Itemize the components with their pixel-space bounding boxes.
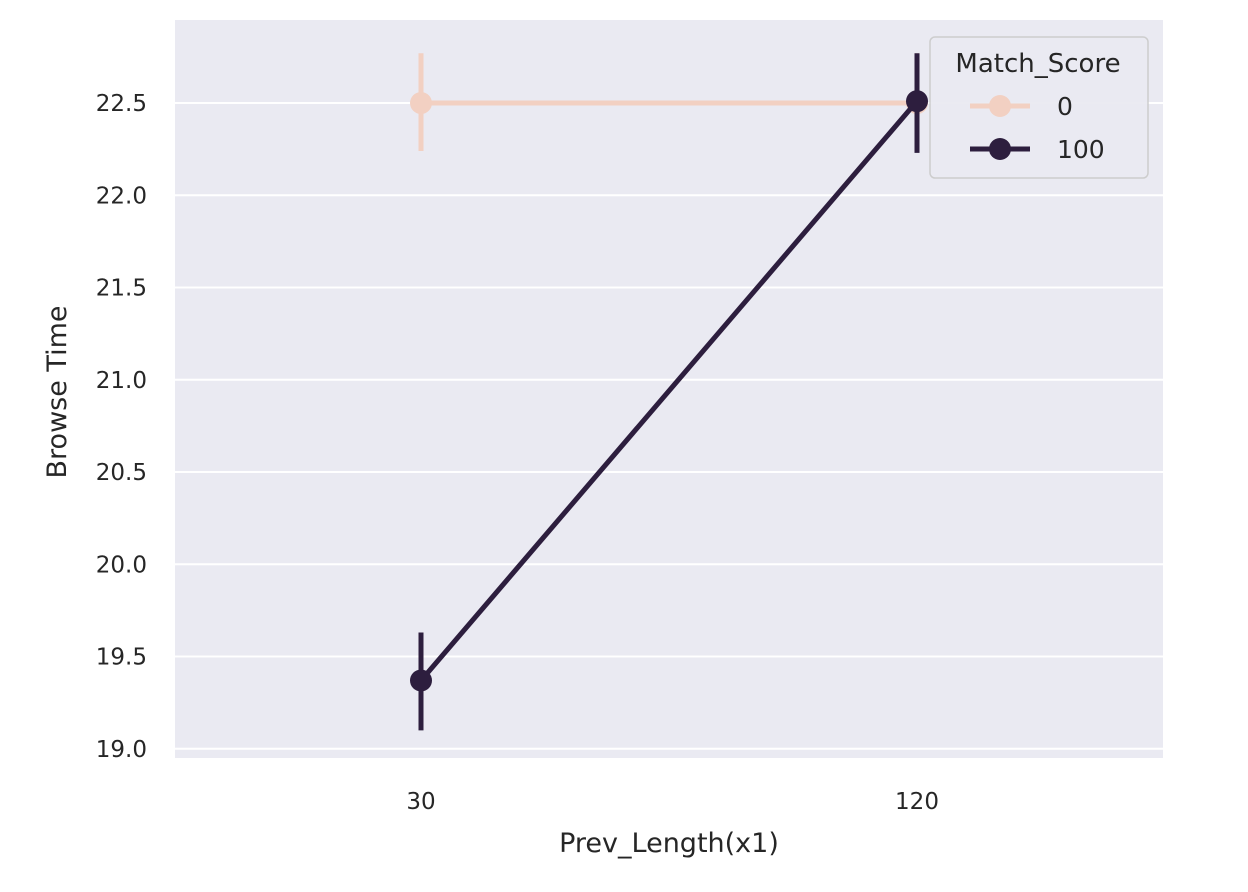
y-tick-label: 20.0 bbox=[96, 552, 147, 578]
x-tick-labels: 30 120 bbox=[406, 789, 939, 815]
y-tick-label: 19.5 bbox=[96, 645, 147, 671]
data-point bbox=[410, 92, 432, 115]
series-100 bbox=[410, 53, 928, 731]
series-layer bbox=[410, 53, 928, 731]
y-axis-label: Browse Time bbox=[42, 306, 73, 479]
y-tick-labels: 19.0 19.5 20.0 20.5 21.0 21.5 22.0 22.5 bbox=[96, 91, 147, 763]
legend-label: 100 bbox=[1057, 135, 1105, 164]
legend-label: 0 bbox=[1057, 92, 1073, 121]
legend-box bbox=[929, 36, 1149, 179]
y-tick-label: 21.0 bbox=[96, 368, 147, 394]
data-point bbox=[906, 90, 928, 113]
y-tick-label: 22.0 bbox=[96, 183, 147, 209]
y-tick-label: 22.5 bbox=[96, 91, 147, 117]
y-tick-label: 21.5 bbox=[96, 276, 147, 302]
legend-marker bbox=[989, 95, 1011, 117]
x-axis-label: Prev_Length(x1) bbox=[559, 828, 779, 859]
data-point bbox=[410, 669, 432, 692]
legend-marker bbox=[989, 138, 1011, 160]
x-tick-label: 120 bbox=[895, 789, 939, 815]
legend: Match_Score 0 100 bbox=[929, 36, 1149, 179]
legend-title: Match_Score bbox=[955, 49, 1120, 79]
grid bbox=[175, 102, 1163, 750]
x-tick-label: 30 bbox=[406, 789, 435, 815]
series-line bbox=[418, 98, 920, 684]
y-tick-label: 20.5 bbox=[96, 460, 147, 486]
y-tick-label: 19.0 bbox=[96, 737, 147, 763]
